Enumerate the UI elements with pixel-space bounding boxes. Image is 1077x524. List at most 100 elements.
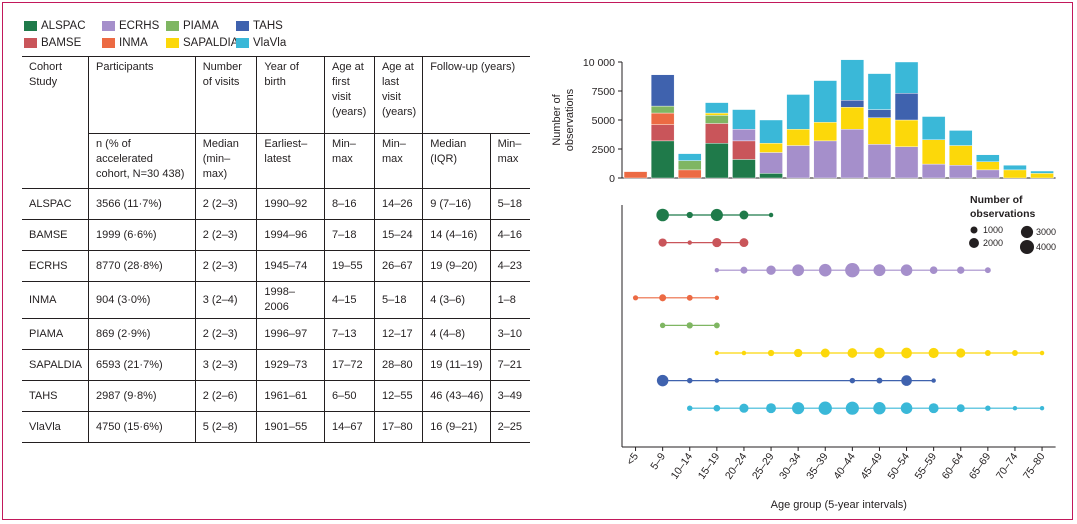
legend-swatch <box>102 38 115 48</box>
table-row: INMA 904 (3·0%) 3 (2–4) 1998–2006 4–15 5–18 4 … <box>22 281 530 319</box>
bar-segment-ecrhs <box>840 129 865 179</box>
column-header: Number of visits <box>194 56 258 134</box>
x-tick-label: 40–44 <box>831 451 858 482</box>
bar-segment-vlavla <box>786 94 810 130</box>
dot-point-tahs <box>849 377 856 384</box>
table-cell: 14–26 <box>373 188 424 220</box>
dot-point-bamse <box>712 238 722 248</box>
table-cell: BAMSE <box>22 219 89 251</box>
dot-point-bamse <box>687 240 692 245</box>
size-legend-label: 1000 <box>983 225 1003 235</box>
bar-segment-alspac <box>650 140 675 179</box>
bar-segment-sapaldia <box>813 122 837 142</box>
dot-point-inma <box>659 294 667 302</box>
dot-point-sapaldia <box>741 350 747 356</box>
dot-point-tahs <box>714 378 720 383</box>
table-cell: 7–21 <box>489 349 530 381</box>
table-cell: 1999 (6·6%) <box>88 219 196 251</box>
bar-segment-vlavla <box>894 61 919 94</box>
legend-label: VlaVla <box>253 37 287 49</box>
table-cell: 8770 (28·8%) <box>88 250 196 282</box>
dot-point-vlavla <box>845 401 859 415</box>
bar-segment-ecrhs <box>786 145 810 179</box>
table-cell: 19 (11–19) <box>422 349 491 381</box>
table-cell: 14–67 <box>324 411 375 443</box>
dot-point-vlavla <box>1012 405 1018 411</box>
dot-point-vlavla <box>900 402 913 414</box>
bar-segment-bamse <box>732 140 756 160</box>
dot-point-sapaldia <box>1012 350 1018 356</box>
bar-segment-vlavla <box>976 154 1000 162</box>
dot-point-tahs <box>876 377 883 384</box>
y-tick-label: 7500 <box>592 86 616 98</box>
bar-segment-tahs <box>840 100 865 108</box>
legend-swatch <box>166 38 179 48</box>
x-tick-label: 15–19 <box>696 451 723 482</box>
bar-segment-sapaldia <box>894 119 919 147</box>
dot-point-ecrhs <box>984 267 991 274</box>
table-cell: SAPALDIA <box>22 349 89 381</box>
table-cell: 19–55 <box>324 250 375 282</box>
table-cell: PIAMA <box>22 318 89 350</box>
column-subheader: Median (IQR) <box>422 133 491 189</box>
bar-segment-alspac <box>732 159 756 179</box>
dot-point-tahs <box>656 374 669 387</box>
table-cell: 14 (4–16) <box>422 219 491 251</box>
table-cell: TAHS <box>22 380 89 412</box>
dot-point-vlavla <box>818 401 832 415</box>
dot-point-sapaldia <box>956 348 966 358</box>
bar-segment-bamse <box>705 123 729 144</box>
legend-label: BAMSE <box>41 37 82 49</box>
table-cell: 5–18 <box>373 281 424 319</box>
y-axis-label: observations <box>564 88 576 151</box>
bar-segment-piama <box>705 115 729 124</box>
bar-segment-vlavla <box>705 102 729 114</box>
table-cell: 17–80 <box>373 411 424 443</box>
size-legend-circle <box>1020 225 1034 239</box>
legend-swatch <box>24 38 37 48</box>
dot-point-vlavla <box>873 402 886 415</box>
dot-point-ecrhs <box>714 268 720 273</box>
table-cell: 3 (2–4) <box>194 281 258 319</box>
bar-segment-ecrhs <box>759 152 783 174</box>
table-row: BAMSE 1999 (6·6%) 2 (2–3) 1994–96 7–18 15–24 1… <box>22 219 530 251</box>
bar-segment-inma <box>650 112 675 125</box>
column-subheader: n (% of accelerated cohort, N=30 438) <box>88 133 196 189</box>
dot-point-sapaldia <box>793 348 803 358</box>
dot-point-alspac <box>739 210 749 220</box>
x-tick-label: 65–69 <box>967 451 994 482</box>
dot-point-vlavla <box>985 405 991 411</box>
legend-label: ECRHS <box>119 20 160 32</box>
x-tick-label: 35–39 <box>804 451 831 482</box>
x-axis-label: Age group (5-year intervals) <box>771 499 907 511</box>
column-header: Year of birth <box>256 56 326 134</box>
x-tick-label: 20–24 <box>723 451 750 482</box>
dot-point-piama <box>713 322 720 329</box>
bar-segment-sapaldia <box>976 161 1000 171</box>
bar-segment-sapaldia <box>921 139 946 165</box>
table-cell: 2987 (9·8%) <box>88 380 196 412</box>
table-cell: 15–24 <box>373 219 424 251</box>
dot-point-alspac <box>656 208 669 222</box>
dot-point-sapaldia <box>820 348 830 358</box>
dot-point-ecrhs <box>873 264 886 277</box>
table-cell: 8–16 <box>324 188 375 220</box>
bar-segment-vlavla <box>867 73 892 110</box>
table-cell: 2 (2–3) <box>194 219 258 251</box>
table-cell: 1996–97 <box>256 318 326 350</box>
table-cell: 4–15 <box>324 281 375 319</box>
dot-point-sapaldia <box>928 347 939 359</box>
table-cell: 12–17 <box>373 318 424 350</box>
bar-segment-sapaldia <box>1030 173 1054 179</box>
x-tick-label: 75–80 <box>1021 451 1048 482</box>
bar-segment-sapaldia <box>705 112 729 116</box>
table-cell: 1901–55 <box>256 411 326 443</box>
table-cell: 1945–74 <box>256 250 326 282</box>
table-cell: 4 (4–8) <box>422 318 491 350</box>
bar-segment-sapaldia <box>1003 169 1027 179</box>
dot-point-sapaldia <box>984 350 991 356</box>
bar-segment-ecrhs <box>921 163 946 179</box>
column-subheader: Earliest–latest <box>256 133 326 189</box>
table-cell: 7–13 <box>324 318 375 350</box>
bar-segment-sapaldia <box>949 145 973 166</box>
